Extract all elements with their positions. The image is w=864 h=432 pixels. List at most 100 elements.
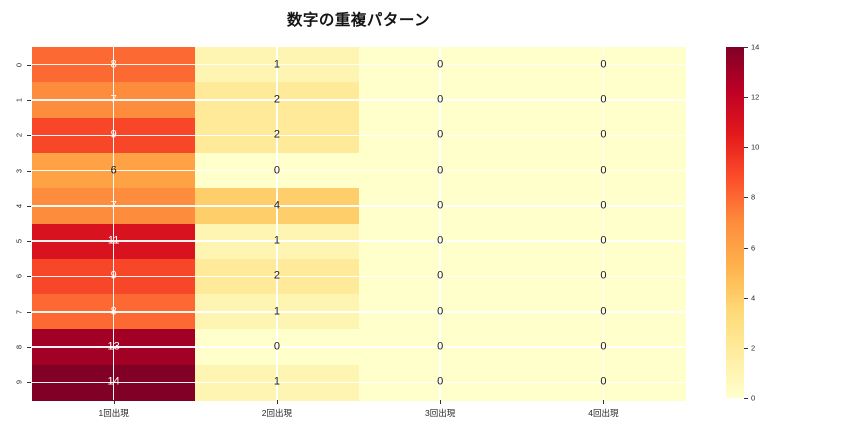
heatmap-annotations: 8 1 0 0 7 2 0 0 9 2 0 0 6 0 0 0 7 4 0 0 11 1 0 0 9 2 0 0 8 1 0 0 13 0 0 0 14…	[32, 47, 685, 400]
colorbar-tick-label: 6	[751, 243, 756, 253]
cell-value: 0	[600, 340, 607, 353]
gridline-vertical	[112, 47, 115, 400]
cell-value: 0	[600, 128, 607, 141]
gridline-horizontal	[32, 63, 685, 66]
x-tick-mark	[276, 400, 278, 404]
cell-value: 0	[437, 164, 444, 177]
colorbar-tick-label: 4	[751, 293, 756, 303]
gridline-horizontal	[32, 275, 685, 278]
cell-value: 0	[437, 375, 444, 388]
cell-value: 0	[600, 199, 607, 212]
cell-value: 0	[600, 375, 607, 388]
y-tick-mark	[27, 205, 31, 207]
cell-value: 0	[273, 340, 280, 353]
y-tick-mark	[27, 99, 31, 101]
colorbar-tick-label: 0	[751, 393, 756, 403]
cell-value: 0	[437, 128, 444, 141]
colorbar-tick-mark	[744, 398, 748, 399]
y-tick-label: 8	[14, 344, 24, 350]
y-tick-mark	[27, 135, 31, 137]
y-tick-mark	[27, 347, 31, 349]
cell-value: 0	[600, 305, 607, 318]
y-tick-label: 1	[14, 97, 24, 103]
colorbar-tick-label: 10	[751, 142, 760, 152]
colorbar: 0 2 4 6 8 10 12 14	[726, 43, 759, 403]
y-tick-label: 2	[14, 133, 24, 138]
colorbar-tick-mark	[744, 197, 748, 199]
cell-value: 0	[437, 234, 444, 247]
cell-value: 0	[600, 58, 607, 71]
cell-value: 13	[107, 340, 120, 353]
cell-value: 7	[110, 199, 117, 212]
y-tick-label: 0	[14, 62, 24, 67]
y-tick-mark	[27, 64, 31, 66]
x-tick-label: 3回出現	[425, 408, 456, 418]
y-tick-label: 9	[14, 380, 24, 385]
gridline-horizontal	[32, 240, 685, 242]
gridline-vertical	[276, 47, 278, 400]
colorbar-tick-mark	[744, 297, 748, 299]
cell-value: 9	[110, 269, 117, 282]
x-tick-label: 4回出現	[588, 408, 619, 418]
gridline-horizontal	[32, 134, 685, 136]
cell-value: 0	[600, 93, 607, 106]
cell-value: 6	[110, 164, 117, 177]
y-tick-label: 6	[14, 274, 24, 279]
y-tick-mark	[27, 382, 31, 384]
y-tick-mark	[27, 241, 31, 243]
cell-value: 0	[600, 164, 607, 177]
colorbar-tick-label: 14	[751, 42, 760, 52]
cell-value: 4	[273, 199, 280, 212]
cell-value: 9	[110, 128, 117, 141]
gridline-vertical	[439, 47, 441, 400]
cell-value: 8	[110, 58, 117, 71]
x-tick-mark	[113, 400, 115, 404]
y-tick-label: 7	[14, 309, 24, 314]
colorbar-tick-mark	[744, 247, 748, 249]
y-tick-mark	[27, 170, 31, 172]
cell-value: 0	[437, 93, 444, 106]
chart-title: 数字の重複パターン	[286, 12, 431, 29]
cell-value: 7	[110, 93, 117, 106]
gridline-horizontal	[32, 99, 685, 101]
cell-value: 0	[437, 58, 444, 71]
y-tick-mark	[27, 311, 31, 313]
cell-value: 0	[600, 269, 607, 282]
gridline-horizontal	[32, 381, 685, 384]
x-tick-mark	[440, 400, 442, 404]
cell-value: 0	[273, 164, 280, 177]
cell-value: 0	[437, 269, 444, 282]
cell-value: 0	[437, 199, 444, 212]
y-tick-label: 5	[14, 239, 24, 244]
cell-value: 1	[273, 375, 280, 388]
colorbar-tick-mark	[744, 347, 748, 349]
heatmap-gridlines	[32, 47, 685, 400]
x-tick-mark	[603, 400, 605, 404]
gridline-horizontal	[32, 346, 685, 348]
colorbar-tick-mark	[744, 47, 748, 48]
colorbar-tick-label: 2	[751, 343, 756, 353]
colorbar-tick-label: 12	[751, 92, 760, 102]
gridline-horizontal	[32, 311, 685, 313]
heatmap-plot: 8 1 0 0 7 2 0 0 9 2 0 0 6 0 0 0 7 4 0 0 11 1 0 0 9 2 0 0 8 1 0 0 13 0 0 0 14…	[15, 47, 686, 418]
cell-value: 0	[600, 234, 607, 247]
cell-value: 0	[437, 340, 444, 353]
y-tick-mark	[27, 276, 31, 278]
x-tick-label: 1回出現	[98, 408, 129, 418]
x-tick-label: 2回出現	[261, 408, 292, 418]
gridline-horizontal	[32, 205, 685, 207]
cell-value: 11	[107, 234, 120, 247]
cell-value: 1	[273, 234, 280, 247]
y-tick-label: 4	[14, 203, 24, 208]
gridline-horizontal	[32, 169, 685, 172]
cell-value: 2	[273, 128, 280, 141]
colorbar-tick-mark	[744, 147, 748, 149]
gridline-vertical	[602, 47, 605, 400]
cell-value: 2	[273, 93, 280, 106]
cell-value: 14	[107, 375, 120, 388]
cell-value: 0	[437, 305, 444, 318]
cell-value: 2	[273, 269, 280, 282]
cell-value: 1	[273, 305, 280, 318]
colorbar-tick-label: 8	[751, 192, 756, 202]
